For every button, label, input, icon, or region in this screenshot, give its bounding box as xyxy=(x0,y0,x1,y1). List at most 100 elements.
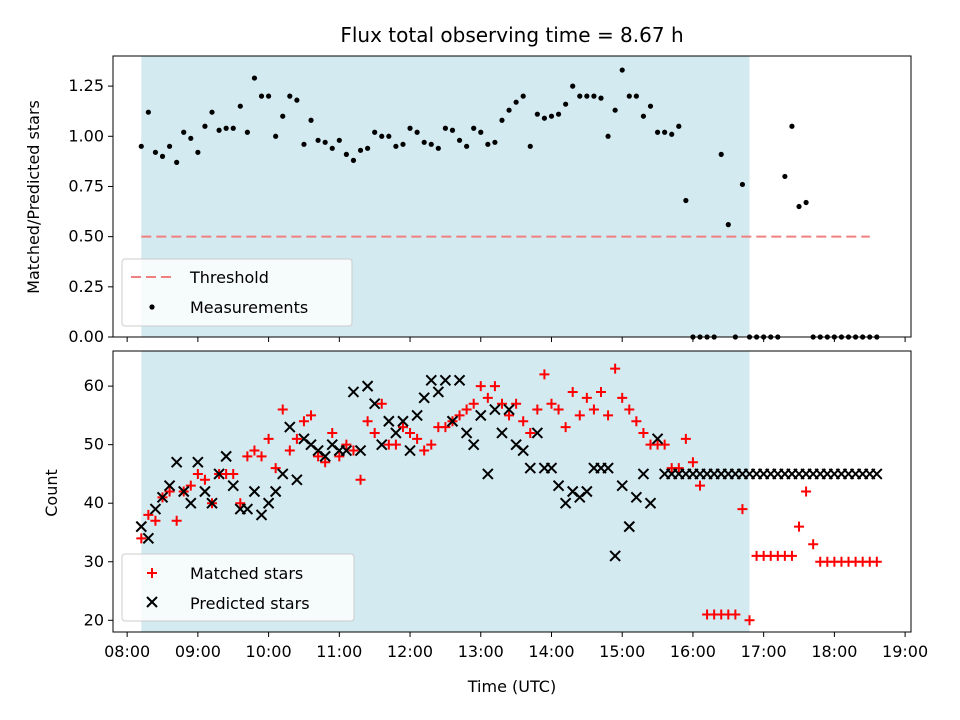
matched-star-point xyxy=(610,363,621,374)
bottom-panel: 20 30 40 50 60 08:00 09:00 10:00 11:00 12:00 13:0… xyxy=(42,350,928,696)
top-y-tick-label: 0.50 xyxy=(68,227,104,246)
bottom-x-axis: 08:00 09:00 10:00 11:00 12:00 13:00 14:00 15:00… xyxy=(104,632,928,661)
predicted-star-point xyxy=(319,450,331,463)
matched-star-point xyxy=(617,392,628,403)
bottom-y-axis-label: Count xyxy=(42,469,61,517)
matched-star-point xyxy=(496,398,507,409)
predicted-star-point xyxy=(149,503,162,515)
matched-star-point xyxy=(397,422,408,433)
x-tick-label: 08:00 xyxy=(104,642,150,661)
measurement-point xyxy=(577,93,583,99)
measurement-point xyxy=(329,145,335,151)
bottom-y-tick-label: 50 xyxy=(84,435,104,454)
predicted-star-point xyxy=(354,444,367,457)
matched-star-point xyxy=(256,451,267,462)
predicted-star-point xyxy=(192,456,204,468)
matched-star-point xyxy=(794,521,805,532)
matched-star-point xyxy=(284,445,295,456)
predicted-star-point xyxy=(496,427,508,439)
measurement-point xyxy=(442,125,449,131)
matched-star-point xyxy=(355,474,366,485)
measurement-point xyxy=(471,125,477,131)
predicted-star-point xyxy=(277,468,289,480)
bottom-y-tick-label: 20 xyxy=(84,610,104,629)
predicted-star-point xyxy=(411,409,423,422)
predicted-star-point xyxy=(871,468,883,480)
matched-star-point xyxy=(468,398,479,409)
measurement-point xyxy=(386,133,392,139)
predicted-star-point xyxy=(524,462,536,474)
measurement-point xyxy=(216,127,222,133)
predicted-star-point xyxy=(397,415,409,427)
matched-star-point xyxy=(263,433,274,444)
measurement-point xyxy=(209,109,215,115)
predicted-star-point xyxy=(361,380,374,392)
x-tick-label: 10:00 xyxy=(246,642,292,661)
top-y-axis: 0.00 0.25 0.50 0.75 1.00 1.25 xyxy=(68,76,113,346)
measurement-point xyxy=(258,93,265,99)
predicted-star-point xyxy=(545,462,558,474)
matched-star-point xyxy=(412,433,423,444)
matched-star-point xyxy=(489,381,500,392)
predicted-star-point xyxy=(248,485,261,498)
predicted-star-point xyxy=(185,497,197,509)
predicted-star-point xyxy=(241,503,254,515)
legend-matched-label: Matched stars xyxy=(190,564,303,583)
matched-star-point xyxy=(624,404,635,415)
matched-star-point xyxy=(737,504,748,515)
predicted-star-point xyxy=(220,450,232,463)
predicted-star-point xyxy=(291,474,303,486)
matched-star-point xyxy=(504,410,515,421)
measurement-point xyxy=(435,145,441,151)
predicted-star-point xyxy=(199,485,211,498)
top-y-tick-label: 0.75 xyxy=(68,176,104,195)
measurement-point xyxy=(393,143,399,149)
predicted-star-point xyxy=(460,427,473,439)
measurement-point xyxy=(513,99,519,105)
x-tick-label: 15:00 xyxy=(599,642,645,661)
matched-star-point xyxy=(680,433,691,444)
matched-star-point xyxy=(298,416,309,427)
predicted-star-points xyxy=(135,374,883,562)
measurement-point xyxy=(725,222,731,228)
measurement-point xyxy=(654,129,661,135)
predicted-star-point xyxy=(284,421,296,433)
matched-star-point xyxy=(376,398,387,409)
measurement-point xyxy=(803,199,809,206)
predicted-star-point xyxy=(340,444,353,457)
top-y-tick-label: 1.25 xyxy=(68,76,104,95)
matched-star-point xyxy=(136,533,147,544)
measurement-point xyxy=(372,129,378,135)
x-axis-label: Time (UTC) xyxy=(467,677,556,696)
matched-star-point xyxy=(171,515,182,526)
matched-star-point xyxy=(595,386,606,397)
predicted-star-point xyxy=(489,403,501,416)
measurement-point xyxy=(273,133,279,139)
measurement-point xyxy=(287,93,293,99)
measurement-point xyxy=(379,133,385,139)
matched-star-point xyxy=(525,427,536,438)
matched-star-point xyxy=(362,416,373,427)
measurement-point xyxy=(464,143,470,149)
measurement-point xyxy=(265,93,272,99)
matched-star-point xyxy=(687,457,698,468)
matched-star-point xyxy=(482,392,493,403)
measurement-point xyxy=(584,93,590,99)
top-legend-box xyxy=(121,258,353,327)
matched-star-point xyxy=(185,480,196,491)
measurement-point xyxy=(315,137,321,143)
predicted-star-point xyxy=(425,374,437,386)
matched-star-point xyxy=(341,439,352,450)
matched-star-point xyxy=(228,468,239,479)
top-y-tick-label: 1.00 xyxy=(68,126,104,145)
matched-star-point xyxy=(426,439,437,450)
top-x-axis xyxy=(126,337,906,342)
matched-star-point xyxy=(786,550,797,561)
measurement-point xyxy=(428,141,434,147)
predicted-star-point xyxy=(170,456,183,468)
x-tick-label: 18:00 xyxy=(811,642,857,661)
predicted-star-point xyxy=(347,386,360,398)
top-y-tick-label: 0.00 xyxy=(68,327,104,346)
predicted-star-point xyxy=(651,433,664,445)
